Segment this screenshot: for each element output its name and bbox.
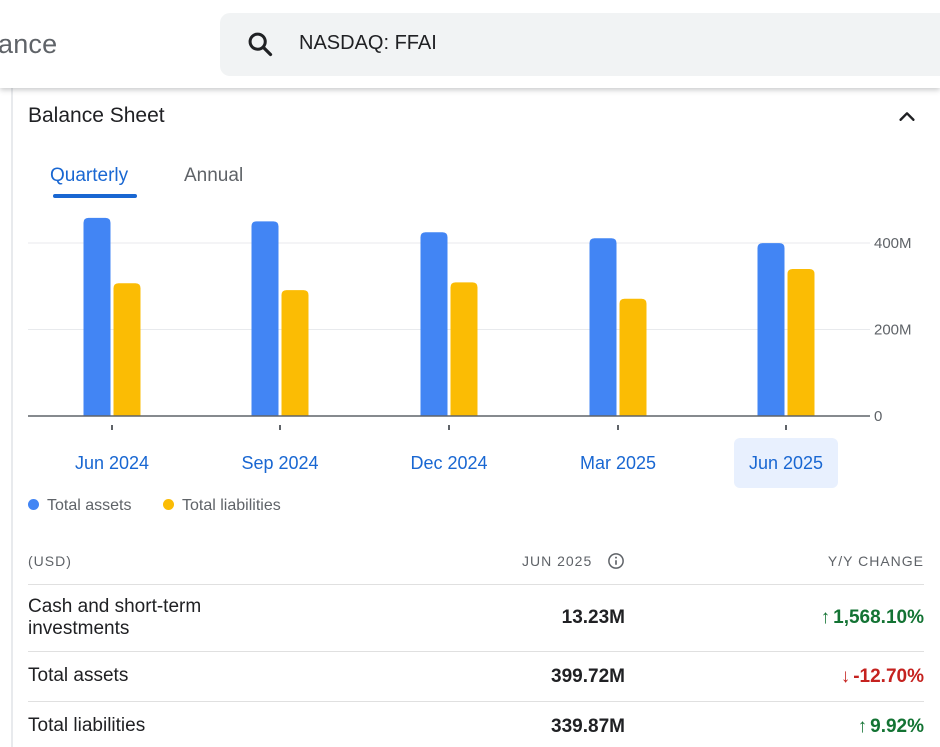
top-bar: ance NASDAQ: FFAI — [0, 0, 940, 88]
bar-total-assets — [589, 238, 617, 416]
bar-total-liabilities — [787, 269, 815, 416]
tab-quarterly[interactable]: Quarterly — [50, 165, 129, 186]
row-change-cash-value: 1,568.10% — [833, 607, 924, 628]
balance-sheet-chart: 0 200M 400M — [28, 217, 912, 430]
legend-total-liabilities: Total liabilities — [163, 497, 281, 515]
info-icon[interactable] — [607, 552, 625, 570]
y-tick-label: 200M — [874, 322, 912, 339]
bar-total-assets — [420, 232, 448, 416]
period-sep-2024[interactable]: Sep 2024 — [241, 453, 319, 473]
bar-total-assets — [83, 217, 111, 416]
legend-liabilities-label: Total liabilities — [182, 497, 281, 514]
change-column-header: Y/Y CHANGE — [827, 553, 924, 569]
period-dec-2024[interactable]: Dec 2024 — [410, 453, 488, 473]
row-divider — [28, 584, 924, 585]
row-label-total-liabilities: Total liabilities — [28, 715, 146, 736]
bar-total-liabilities — [113, 283, 141, 416]
bar-total-liabilities — [619, 298, 647, 416]
arrow-up-icon: ↑ — [857, 716, 868, 737]
search-box[interactable]: NASDAQ: FFAI — [220, 13, 940, 76]
period-mar-2025[interactable]: Mar 2025 — [579, 453, 657, 473]
legend-total-assets: Total assets — [28, 497, 131, 515]
legend-assets-label: Total assets — [47, 497, 132, 514]
row-change-total-assets-value: -12.70% — [853, 666, 924, 687]
row-divider — [28, 651, 924, 652]
period-jun-2025[interactable]: Jun 2025 — [734, 438, 838, 488]
row-label-cash-line2: investments — [28, 618, 130, 639]
row-label-cash-line1: Cash and short-term — [28, 596, 202, 617]
row-change-total-assets: ↓ -12.70% — [841, 666, 924, 688]
legend-dot-liabilities — [163, 499, 174, 510]
row-label-total-assets: Total assets — [28, 665, 129, 686]
bar-total-liabilities — [281, 290, 309, 416]
currency-header: (USD) — [28, 553, 72, 569]
chevron-up-icon[interactable] — [896, 106, 918, 128]
period-jun-2024[interactable]: Jun 2024 — [74, 453, 150, 473]
row-divider — [28, 701, 924, 702]
bar-total-assets — [757, 243, 785, 416]
row-change-total-liabilities-value: 9.92% — [870, 716, 924, 737]
row-value-cash: 13.23M — [561, 607, 625, 628]
card-border — [11, 88, 13, 747]
search-icon[interactable] — [246, 30, 274, 58]
row-change-cash: ↑ 1,568.10% — [821, 607, 924, 629]
legend-dot-assets — [28, 499, 39, 510]
bar-total-liabilities — [450, 282, 478, 416]
tab-annual[interactable]: Annual — [184, 165, 244, 186]
arrow-up-icon: ↑ — [820, 607, 831, 628]
search-input[interactable]: NASDAQ: FFAI — [299, 32, 437, 54]
app-brand[interactable]: ance — [0, 29, 58, 59]
period-column-header: JUN 2025 — [522, 553, 593, 569]
row-label-cash: Cash and short-term investments — [28, 596, 201, 640]
row-value-total-assets: 399.72M — [551, 666, 625, 687]
y-tick-label: 0 — [874, 408, 882, 425]
bar-total-assets — [251, 221, 279, 416]
y-tick-label: 400M — [874, 235, 912, 252]
arrow-down-icon: ↓ — [840, 666, 851, 687]
section-title: Balance Sheet — [28, 104, 165, 127]
active-tab-indicator — [53, 194, 137, 198]
row-change-total-liabilities: ↑ 9.92% — [858, 716, 924, 738]
row-value-total-liabilities: 339.87M — [551, 716, 625, 737]
